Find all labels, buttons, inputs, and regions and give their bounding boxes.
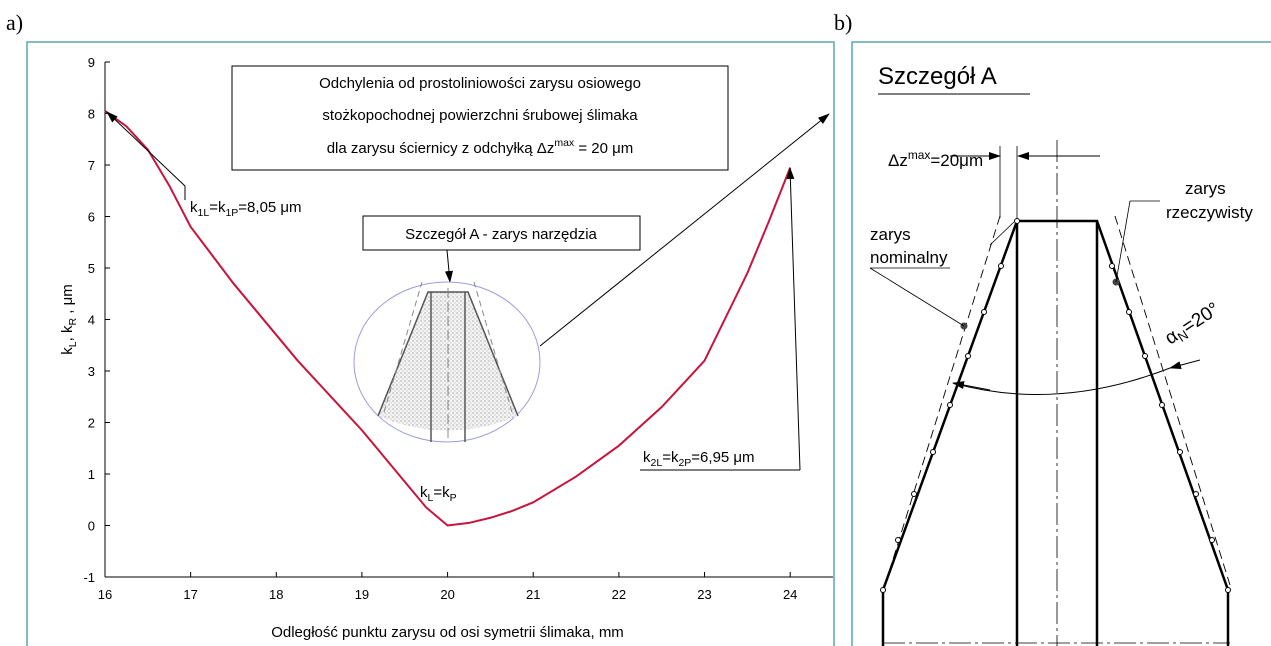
angle-label: αN=20° (1161, 299, 1224, 351)
text-part: k (59, 347, 76, 355)
text-part: k (190, 199, 198, 216)
y-tick-label: 5 (88, 261, 95, 276)
angle-arrow (952, 381, 991, 391)
x-tick-label: 24 (783, 587, 797, 602)
x-tick-label: 17 (183, 587, 197, 602)
leader (869, 267, 965, 327)
text-part: = 20 μm (574, 140, 633, 157)
label: zarys (1185, 179, 1226, 198)
x-tick-label: 21 (526, 587, 540, 602)
panel-b-frame (851, 41, 1271, 646)
x-tick-label: 16 (98, 587, 112, 602)
x-tick-label: 19 (355, 587, 369, 602)
script-text: L (67, 341, 79, 347)
profile-points (880, 218, 1231, 593)
script-text: 2P (678, 457, 691, 469)
script-text: P (450, 492, 457, 504)
script-text: 2L (651, 457, 663, 469)
text-part: Odchylenia od prostoliniowości zarysu os… (319, 75, 641, 92)
script-text: max (908, 148, 931, 162)
text-part: =8,05 μm (238, 199, 301, 216)
text-part: stożkopochodnej powierzchni śrubowej śli… (322, 107, 638, 124)
detail-box (362, 215, 641, 251)
real-profile (881, 219, 1230, 646)
detail-title: Szczegół A (878, 63, 997, 90)
title-line: dla zarysu ściernicy z odchyłką Δzmax = … (327, 137, 634, 157)
arrow (106, 111, 186, 187)
nominal-profile (884, 215, 1231, 586)
leader (1115, 200, 1131, 283)
text-part: Szczegół A - zarys narzędzia (405, 226, 597, 243)
label: zarys (870, 225, 911, 244)
text-part: , k (59, 325, 76, 341)
title-line: stożkopochodnej powierzchni śrubowej śli… (322, 107, 638, 124)
y-tick-label: 4 (88, 313, 95, 328)
x-tick-label: 22 (612, 587, 626, 602)
title-box (231, 65, 729, 171)
text-part: =20° (1179, 299, 1224, 338)
arrow (444, 249, 453, 283)
arrow (539, 113, 830, 347)
y-tick-label: 9 (88, 55, 95, 70)
x-tick-label: 20 (440, 587, 454, 602)
text-part: k (643, 449, 651, 466)
x-axis-label: Odległość punktu zarysu od osi symetrii … (271, 624, 624, 641)
inset-nominal (383, 281, 513, 413)
y-tick-label: 2 (88, 416, 95, 431)
text-part: =k (209, 199, 226, 216)
leader (989, 221, 1015, 246)
y-axis-label: kL, kR , μm (59, 284, 79, 354)
y-tick-label: 8 (88, 107, 95, 122)
script-text: L (428, 492, 434, 504)
text-part: =k (662, 449, 679, 466)
text-part: dla zarysu ściernicy z odchyłką Δz (327, 140, 555, 157)
panel-a-frame (26, 41, 835, 646)
x-tick-label: 23 (697, 587, 711, 602)
text-part: =6,95 μm (691, 449, 754, 466)
annotation: k2L=k2P=6,95 μm (643, 449, 755, 469)
annotation: kL=kP (420, 484, 457, 504)
title-line: Odchylenia od prostoliniowości zarysu os… (319, 75, 641, 92)
y-tick-label: 0 (88, 519, 95, 534)
y-tick-label: 3 (88, 364, 95, 379)
panel-label: b) (834, 10, 852, 35)
data-line (104, 110, 792, 527)
y-tick-label: 7 (88, 158, 95, 173)
annotation: k1L=k1P=8,05 μm (190, 199, 302, 219)
script-text: 1P (225, 207, 238, 219)
text-part: =20μm (930, 151, 983, 170)
text-part: , μm (59, 284, 76, 318)
dimension-label: Δzmax=20μm (888, 148, 983, 170)
label: rzeczywisty (1166, 203, 1253, 222)
annotation: Szczegół A - zarys narzędzia (405, 226, 597, 243)
script-text: R (67, 318, 79, 326)
arrow (786, 167, 801, 471)
x-tick-label: 18 (269, 587, 283, 602)
text-part: k (420, 484, 428, 501)
angle-arrow (1169, 359, 1201, 370)
y-tick-label: -1 (83, 570, 95, 585)
y-tick-label: 1 (88, 467, 95, 482)
text-part: Δz (888, 151, 908, 170)
script-text: 1L (198, 207, 210, 219)
text-part: =k (433, 484, 450, 501)
label: nominalny (870, 248, 948, 267)
angle-arc (952, 367, 1171, 395)
script-text: max (554, 137, 575, 149)
y-tick-label: 6 (88, 210, 95, 225)
panel-label: a) (6, 10, 23, 35)
